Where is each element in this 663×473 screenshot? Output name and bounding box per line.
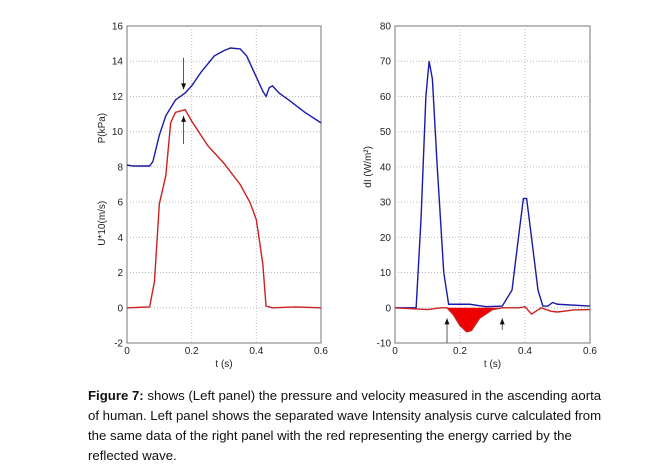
y-tick-label: 8 [117, 162, 123, 173]
y-tick-label: 30 [380, 198, 392, 209]
plot-area [394, 25, 591, 344]
y-tick-label: 40 [380, 162, 392, 173]
y-tick-label: 12 [112, 92, 124, 103]
y-tick-label: -10 [377, 339, 392, 350]
series-line-red [126, 108, 322, 309]
x-tick-label: 0.6 [314, 346, 328, 357]
y-tick-label: 14 [112, 57, 124, 68]
series-line-blue [395, 61, 591, 309]
x-tick-label: 0.2 [453, 346, 467, 357]
y-tick-label: 10 [380, 268, 392, 279]
arrow-head-icon [444, 318, 450, 325]
series-line-blue [126, 47, 322, 167]
x-tick-label: 0 [124, 346, 130, 357]
arrow-head-icon [499, 318, 505, 325]
y-tick-label: 0 [385, 303, 391, 314]
y-tick-label: 0 [117, 303, 123, 314]
y-tick-label: 16 [112, 22, 124, 33]
plot-area [126, 25, 322, 344]
y-tick-label: 60 [380, 92, 392, 103]
y-axis-label-pressure: P(kPa) [97, 113, 108, 144]
y-tick-label: 2 [117, 268, 123, 279]
figure-caption: Figure 7: shows (Left panel) the pressur… [88, 386, 608, 466]
y-tick-label: 4 [117, 233, 123, 244]
caption-text: shows (Left panel) the pressure and velo… [88, 388, 602, 463]
y-tick-label: 20 [380, 233, 392, 244]
y-axis-label-velocity: U*10(m/s) [97, 201, 108, 246]
y-tick-label: 10 [112, 127, 124, 138]
x-tick-label: 0.2 [185, 346, 199, 357]
x-tick-label: 0.4 [249, 346, 263, 357]
y-tick-label: 80 [380, 22, 392, 33]
x-axis-label: t (s) [215, 359, 232, 370]
arrow-head-icon [181, 83, 187, 90]
y-tick-label: 70 [380, 57, 392, 68]
y-tick-label: -2 [114, 339, 123, 350]
caption-label: Figure 7: [88, 388, 144, 403]
x-tick-label: 0.6 [583, 346, 597, 357]
x-tick-label: 0 [392, 346, 398, 357]
y-axis-label: dI (W/m²) [363, 146, 374, 188]
y-tick-label: 6 [117, 198, 123, 209]
x-axis-label: t (s) [484, 359, 501, 370]
series-line-red [394, 305, 591, 333]
x-tick-label: 0.4 [518, 346, 532, 357]
y-tick-label: 50 [380, 127, 392, 138]
arrow-head-icon [181, 115, 187, 122]
